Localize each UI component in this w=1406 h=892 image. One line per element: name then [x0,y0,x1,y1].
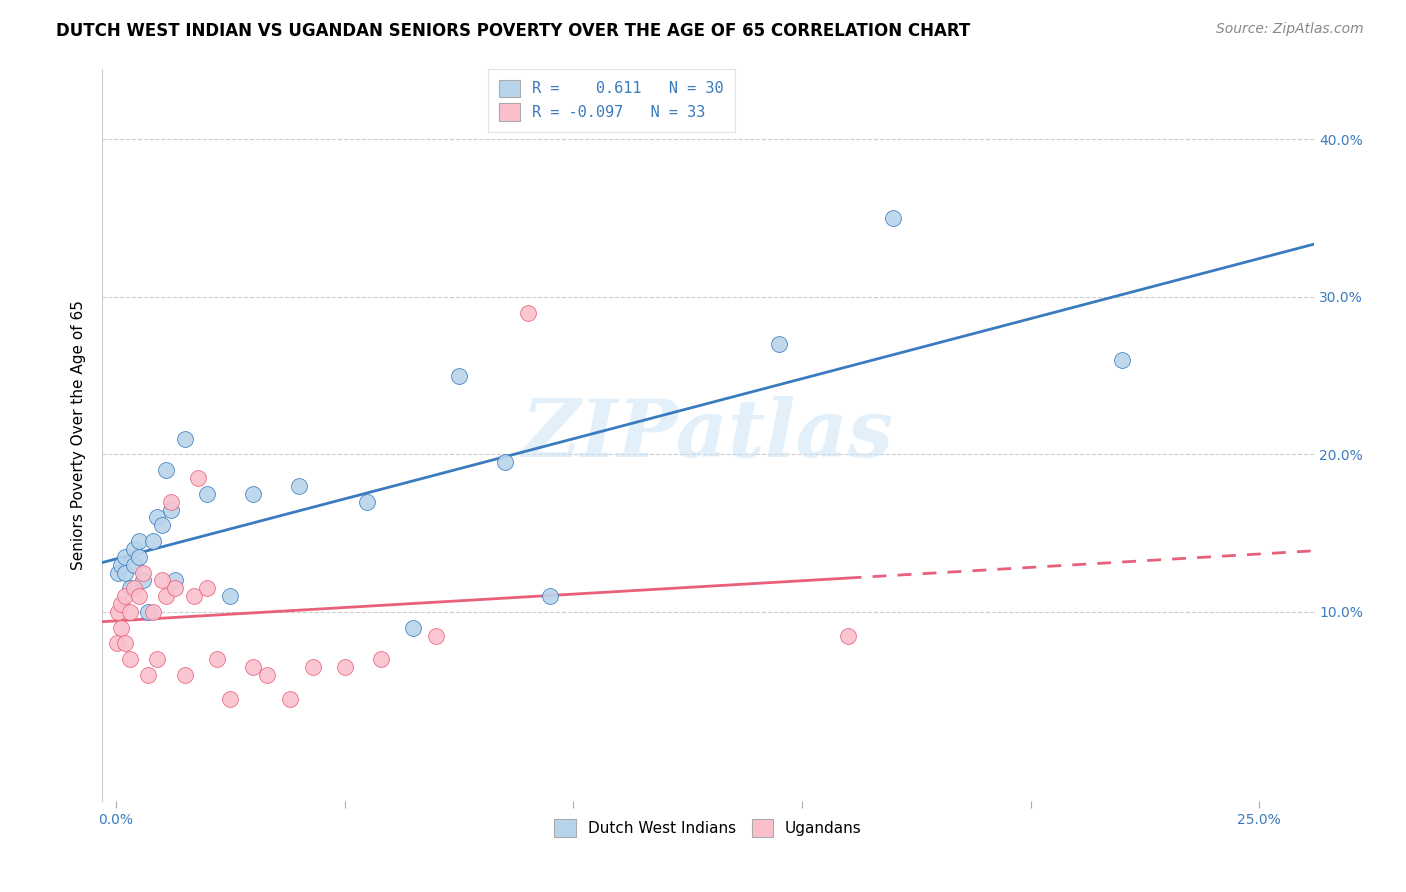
Point [159,494,181,508]
Legend: Dutch West Indians, Ugandans: Dutch West Indians, Ugandans [547,812,869,845]
Point [165,574,187,588]
Point [447,368,470,383]
Point [219,691,242,706]
Point [242,487,264,501]
Point [114,636,136,650]
Point [173,432,195,446]
Point [114,589,136,603]
Point [333,660,356,674]
Text: ZIPatlas: ZIPatlas [522,396,894,474]
Point [107,566,129,580]
Point [356,494,378,508]
Point [136,605,159,619]
Point [159,502,181,516]
Point [155,463,177,477]
Point [494,455,516,469]
Point [110,597,132,611]
Point [122,581,145,595]
Point [150,518,173,533]
Point [278,691,301,706]
Point [128,534,150,549]
Point [205,652,228,666]
Point [132,574,155,588]
Point [197,487,219,501]
Point [183,589,205,603]
Point [114,566,136,580]
Point [173,668,195,682]
Point [122,541,145,556]
Point [118,581,141,595]
Point [538,589,561,603]
Point [1111,352,1133,367]
Point [110,558,132,572]
Text: DUTCH WEST INDIAN VS UGANDAN SENIORS POVERTY OVER THE AGE OF 65 CORRELATION CHAR: DUTCH WEST INDIAN VS UGANDAN SENIORS POV… [56,22,970,40]
Point [370,652,392,666]
Point [114,549,136,564]
Point [837,628,859,642]
Point [141,605,163,619]
Point [165,581,187,595]
Point [105,636,128,650]
Point [107,605,129,619]
Point [146,652,169,666]
Point [242,660,264,674]
Point [197,581,219,595]
Point [128,589,150,603]
Y-axis label: Seniors Poverty Over the Age of 65: Seniors Poverty Over the Age of 65 [72,300,86,570]
Point [141,534,163,549]
Point [110,621,132,635]
Point [425,628,447,642]
Text: Source: ZipAtlas.com: Source: ZipAtlas.com [1216,22,1364,37]
Point [122,558,145,572]
Point [768,337,790,351]
Point [128,549,150,564]
Point [256,668,278,682]
Point [155,589,177,603]
Point [118,605,141,619]
Point [288,479,311,493]
Point [150,574,173,588]
Point [402,621,425,635]
Point [136,668,159,682]
Point [301,660,323,674]
Point [187,471,209,485]
Point [516,305,538,319]
Point [882,211,904,226]
Point [146,510,169,524]
Point [219,589,242,603]
Point [118,652,141,666]
Point [132,566,155,580]
